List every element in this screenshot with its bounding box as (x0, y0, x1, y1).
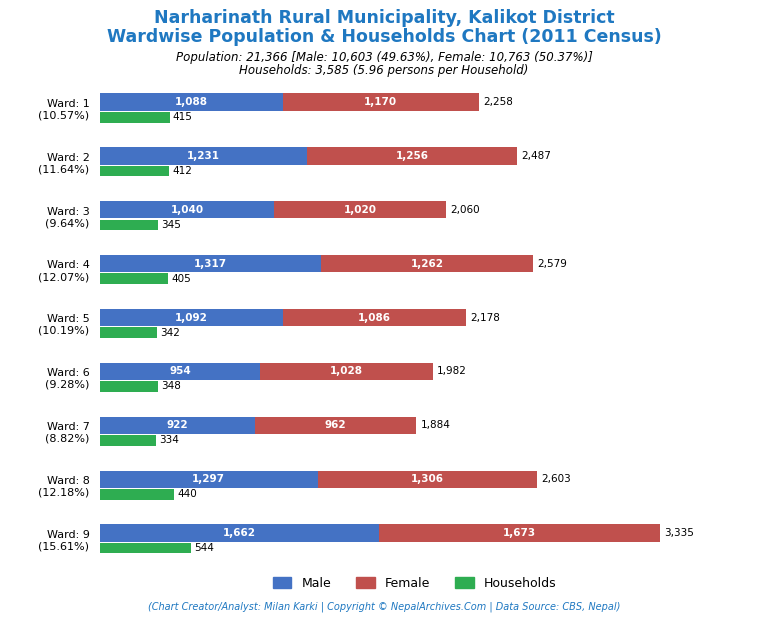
Text: Population: 21,366 [Male: 10,603 (49.63%), Female: 10,763 (50.37%)]: Population: 21,366 [Male: 10,603 (49.63%… (176, 51, 592, 64)
Text: 544: 544 (194, 543, 214, 553)
Text: 1,306: 1,306 (411, 474, 444, 484)
Text: 405: 405 (171, 273, 191, 283)
Bar (379, 525, 660, 541)
Bar (100, 255, 321, 272)
Bar (260, 363, 432, 380)
Text: Households: 3,585 (5.96 persons per Household): Households: 3,585 (5.96 persons per Hous… (240, 64, 528, 77)
Text: 2,487: 2,487 (521, 151, 551, 161)
Text: (Chart Creator/Analyst: Milan Karki | Copyright © NepalArchives.Com | Data Sourc: (Chart Creator/Analyst: Milan Karki | Co… (147, 601, 621, 612)
Text: 954: 954 (169, 366, 190, 376)
Text: 1,884: 1,884 (420, 421, 450, 430)
Text: 2,178: 2,178 (470, 313, 500, 323)
Text: 348: 348 (161, 381, 181, 391)
Text: 2,060: 2,060 (450, 205, 479, 215)
Bar (100, 435, 156, 445)
Bar (283, 309, 465, 326)
Bar (100, 381, 158, 392)
Text: 1,256: 1,256 (396, 151, 429, 161)
Text: 1,028: 1,028 (330, 366, 362, 376)
Text: Narharinath Rural Municipality, Kalikot District: Narharinath Rural Municipality, Kalikot … (154, 9, 614, 27)
Text: 1,086: 1,086 (358, 313, 391, 323)
Text: Wardwise Population & Households Chart (2011 Census): Wardwise Population & Households Chart (… (107, 28, 661, 46)
Text: 1,170: 1,170 (364, 97, 397, 107)
Text: 1,092: 1,092 (175, 313, 208, 323)
Bar (100, 112, 170, 123)
Text: 2,603: 2,603 (541, 474, 571, 484)
Text: 1,262: 1,262 (410, 259, 443, 269)
Bar (100, 525, 379, 541)
Bar (321, 255, 533, 272)
Bar (274, 201, 445, 219)
Bar (306, 148, 518, 164)
Text: 334: 334 (159, 435, 179, 445)
Text: 342: 342 (161, 328, 180, 338)
Bar (283, 93, 479, 111)
Bar (100, 489, 174, 500)
Text: 1,673: 1,673 (503, 528, 536, 538)
Text: 1,297: 1,297 (192, 474, 225, 484)
Text: 415: 415 (173, 112, 193, 122)
Text: 1,088: 1,088 (174, 97, 207, 107)
Bar (100, 166, 169, 176)
Text: 1,317: 1,317 (194, 259, 227, 269)
Text: 3,335: 3,335 (664, 528, 694, 538)
Text: 412: 412 (172, 166, 192, 176)
Text: 345: 345 (161, 220, 181, 230)
Bar (100, 309, 283, 326)
Bar (100, 470, 318, 488)
Text: 2,579: 2,579 (537, 259, 567, 269)
Bar (100, 273, 168, 284)
Bar (100, 543, 191, 553)
Text: 1,982: 1,982 (437, 366, 467, 376)
Text: 2,258: 2,258 (483, 97, 513, 107)
Bar (255, 417, 416, 434)
Legend: Male, Female, Households: Male, Female, Households (268, 572, 561, 595)
Text: 1,662: 1,662 (223, 528, 256, 538)
Text: 1,020: 1,020 (343, 205, 376, 215)
Bar (100, 363, 260, 380)
Text: 922: 922 (167, 421, 188, 430)
Bar (100, 148, 306, 164)
Bar (100, 93, 283, 111)
Text: 1,231: 1,231 (187, 151, 220, 161)
Text: 962: 962 (325, 421, 346, 430)
Bar (100, 327, 157, 338)
Bar (100, 219, 157, 231)
Bar (318, 470, 537, 488)
Text: 440: 440 (177, 489, 197, 499)
Bar (100, 201, 274, 219)
Bar (100, 417, 255, 434)
Text: 1,040: 1,040 (170, 205, 204, 215)
